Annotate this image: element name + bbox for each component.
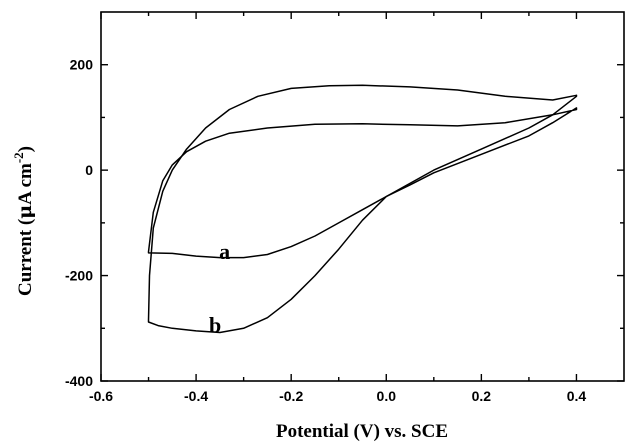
series-b-line xyxy=(147,84,578,334)
y-tick-label: -400 xyxy=(65,373,93,389)
series-a-line xyxy=(147,107,578,259)
x-tick-label: 0.2 xyxy=(472,388,492,404)
x-tick-label: 0.4 xyxy=(567,388,587,404)
series-b-label: b xyxy=(209,313,221,338)
x-tick-label: -0.6 xyxy=(89,388,113,404)
x-tick-label: -0.2 xyxy=(279,388,303,404)
series-a-label: a xyxy=(219,239,230,264)
y-axis-title-main: Current ( xyxy=(15,219,36,296)
y-axis-title-unit: A cm xyxy=(15,163,36,205)
x-axis-title: Potential (V) vs. SCE xyxy=(276,421,448,442)
x-tick-label: -0.4 xyxy=(184,388,208,404)
y-tick-label: -200 xyxy=(65,268,93,284)
plot-area: -0.6 -0.4 -0.2 0.0 0.2 0.4 -400 -200 0 200 a b xyxy=(65,11,625,404)
y-axis-title-close: ) xyxy=(15,146,36,152)
y-tick-label: 200 xyxy=(70,57,94,73)
plot-frame xyxy=(100,11,625,382)
x-tick-label: 0.0 xyxy=(377,388,397,404)
y-axis-title-mu: μ xyxy=(14,205,36,219)
y-axis-title: Current (μA cm-2) xyxy=(11,146,36,296)
y-tick-label: 0 xyxy=(85,162,93,178)
y-axis-title-exponent: -2 xyxy=(11,152,26,163)
